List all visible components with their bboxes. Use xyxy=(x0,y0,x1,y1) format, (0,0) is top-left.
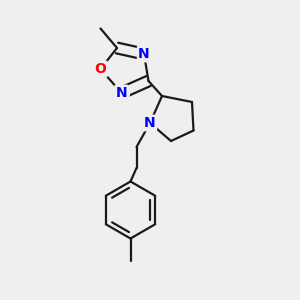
Text: N: N xyxy=(116,86,127,100)
Text: N: N xyxy=(138,47,150,61)
Text: O: O xyxy=(94,62,106,76)
Text: N: N xyxy=(144,116,156,130)
